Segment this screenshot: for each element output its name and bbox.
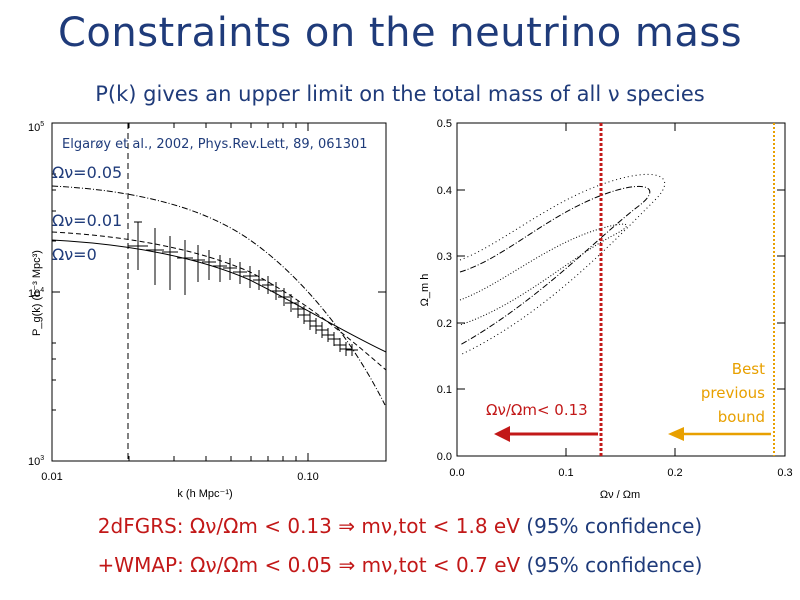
bound-label: Ων/Ωm< 0.13 [486, 401, 588, 419]
label-omega-0.05: Ων=0.05 [52, 163, 122, 182]
r-x-tick-0.2: 0.2 [667, 467, 682, 479]
r-y-tick-0.1: 0.1 [437, 384, 452, 396]
left-xlabel: k (h Mpc⁻¹) [177, 488, 232, 500]
result1-arrow: ⇒ [338, 514, 355, 538]
slide-subtitle: P(k) gives an upper limit on the total m… [95, 82, 705, 106]
left-y-ticks [52, 173, 386, 411]
label-omega-0: Ων=0 [52, 245, 97, 264]
y-tick-1e4: 104 [28, 287, 44, 300]
r-x-tick-0.0: 0.0 [449, 467, 464, 479]
r-y-tick-0.2: 0.2 [437, 318, 452, 330]
slide-title: Constraints on the neutrino mass [57, 10, 743, 56]
bound-arrow-head [494, 426, 510, 442]
r-y-tick-0.3: 0.3 [437, 251, 452, 263]
reference-citation: Elgarøy et al., 2002, Phys.Rev.Lett, 89,… [62, 137, 368, 152]
result2-rhs: mν,tot < 0.7 eV [361, 553, 521, 577]
result1-confidence: (95% confidence) [526, 514, 703, 538]
left-x-ticks [51, 123, 309, 461]
result2-lhs: +WMAP: Ων/Ωm < 0.05 [97, 553, 333, 577]
data-points [128, 221, 358, 356]
curve-omega-0 [51, 239, 387, 353]
y-tick-1e3: 103 [28, 455, 44, 468]
r-y-tick-0.0: 0.0 [437, 451, 452, 463]
result1-rhs: mν,tot < 1.8 eV [361, 514, 520, 538]
left-ylabel: P_g(k) (h⁻³ Mpc³) [31, 250, 43, 336]
right-ylabel: Ω_m h [419, 274, 431, 307]
result1-lhs: 2dFGRS: Ων/Ωm < 0.13 [97, 514, 332, 538]
r-x-tick-0.1: 0.1 [558, 467, 573, 479]
r-y-tick-0.4: 0.4 [437, 185, 452, 197]
result2-confidence: (95% confidence) [526, 553, 703, 577]
contours [459, 173, 666, 356]
right-plot-frame [456, 122, 786, 457]
prev-bound-line2: previous [701, 384, 765, 402]
x-tick-0.01: 0.01 [41, 471, 62, 483]
r-x-tick-0.3: 0.3 [777, 467, 792, 479]
curve-omega-0.05 [51, 185, 386, 406]
result-line-2dfgrs: 2dFGRS: Ων/Ωm < 0.13 ⇒ mν,tot < 1.8 eV (… [0, 514, 800, 538]
r-y-tick-0.5: 0.5 [437, 118, 452, 130]
power-spectrum-plot: 105 104 103 0.01 0.10 k (h Mpc⁻¹) P_g(k)… [28, 121, 387, 500]
label-omega-0.01: Ων=0.01 [52, 211, 122, 230]
prev-bound-line3: bound [718, 408, 765, 426]
x-tick-0.10: 0.10 [297, 471, 318, 483]
result-line-wmap: +WMAP: Ων/Ωm < 0.05 ⇒ mν,tot < 0.7 eV (9… [0, 553, 800, 577]
previous-bound-arrow-head [668, 427, 684, 441]
right-ticks [457, 122, 785, 457]
right-xlabel: Ων / Ωm [600, 489, 640, 501]
contour-plot: 0.5 0.4 0.3 0.2 0.1 0.0 0.0 0.1 0.2 0.3 … [419, 118, 793, 501]
curve-omega-0.01 [51, 231, 387, 371]
y-tick-1e5: 105 [28, 121, 44, 134]
prev-bound-line1: Best [732, 360, 765, 378]
result2-arrow: ⇒ [338, 553, 356, 577]
